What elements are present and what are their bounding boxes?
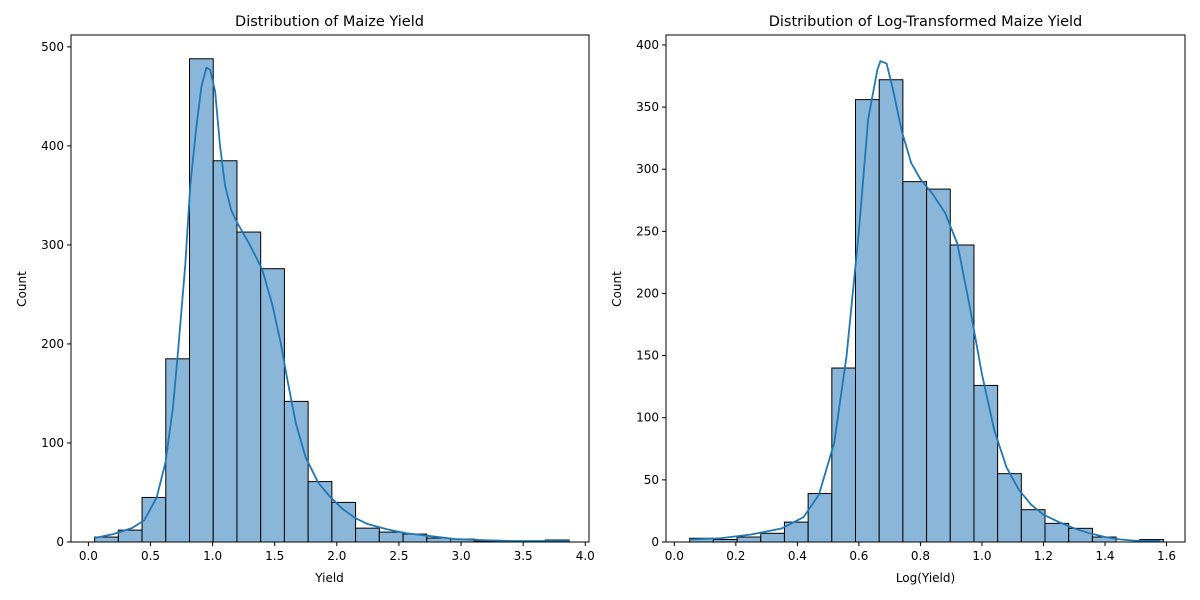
x-axis-label: Yield (314, 571, 344, 585)
x-tick-label: 4.0 (576, 549, 595, 563)
histogram-bar (760, 532, 785, 543)
y-tick-label: 0 (56, 535, 64, 549)
chart-maize-yield: Distribution of Maize Yield Yield Count … (15, 14, 595, 585)
histogram-bar (831, 367, 857, 543)
histogram-bar (378, 531, 404, 543)
histogram-bar (1020, 509, 1046, 543)
histogram-bar (878, 79, 904, 543)
y-tick-label: 400 (636, 38, 659, 52)
histogram-bar (973, 384, 999, 543)
y-tick-label: 100 (41, 436, 64, 450)
y-tick-label: 400 (41, 139, 64, 153)
x-tick-label: 0.6 (849, 549, 868, 563)
x-tick-label: 2.5 (389, 549, 408, 563)
histogram-bar (736, 536, 762, 543)
histogram-bar (355, 527, 380, 543)
histogram-bar (165, 358, 191, 543)
y-tick-label: 0 (651, 535, 659, 549)
plot-frame (70, 34, 590, 543)
y-tick-label: 300 (636, 162, 659, 176)
x-tick-label: 0.2 (726, 549, 745, 563)
histogram-bar (212, 160, 238, 543)
histogram-bar (1044, 522, 1070, 543)
y-tick-label: 500 (41, 40, 64, 54)
y-tick-label: 50 (644, 473, 659, 487)
x-tick-label: 1.6 (1157, 549, 1176, 563)
kde-line (689, 60, 1161, 542)
x-tick-label: 1.4 (1095, 549, 1114, 563)
x-tick-label: 3.5 (514, 549, 533, 563)
y-tick-label: 350 (636, 100, 659, 114)
histogram-bar (949, 244, 975, 543)
y-tick-label: 100 (636, 411, 659, 425)
histogram-bar (807, 493, 833, 543)
x-axis-label: Log(Yield) (896, 571, 955, 585)
x-tick-label: 0.0 (79, 549, 98, 563)
histogram-bar (997, 473, 1022, 543)
histogram-bar (855, 99, 880, 543)
x-tick-label: 0.0 (665, 549, 684, 563)
x-tick-label: 1.5 (265, 549, 284, 563)
histogram-bar (189, 58, 214, 543)
histogram-bar (236, 231, 262, 543)
x-tick-label: 1.0 (203, 549, 222, 563)
x-tick-label: 3.0 (452, 549, 471, 563)
kde-line (94, 66, 570, 542)
x-tick-label: 0.4 (788, 549, 807, 563)
chart-title: Distribution of Log-Transformed Maize Yi… (769, 14, 1083, 30)
chart-log-maize-yield: Distribution of Log-Transformed Maize Yi… (610, 14, 1186, 585)
histogram-bar (902, 181, 928, 543)
x-tick-label: 2.0 (327, 549, 346, 563)
plot-frame (665, 34, 1186, 543)
histogram-bar (926, 188, 951, 543)
y-tick-label: 150 (636, 349, 659, 363)
y-tick-label: 300 (41, 238, 64, 252)
chart-title: Distribution of Maize Yield (235, 14, 424, 30)
y-tick-label: 200 (41, 337, 64, 351)
y-axis-label: Count (610, 271, 624, 307)
histogram-bar (307, 481, 333, 543)
y-tick-label: 200 (636, 286, 659, 300)
x-tick-label: 0.8 (911, 549, 930, 563)
x-tick-label: 1.2 (1034, 549, 1053, 563)
y-axis-label: Count (15, 271, 29, 307)
y-tick-label: 250 (636, 224, 659, 238)
x-tick-label: 1.0 (972, 549, 991, 563)
x-tick-label: 0.5 (141, 549, 160, 563)
histogram-bar (331, 501, 357, 543)
